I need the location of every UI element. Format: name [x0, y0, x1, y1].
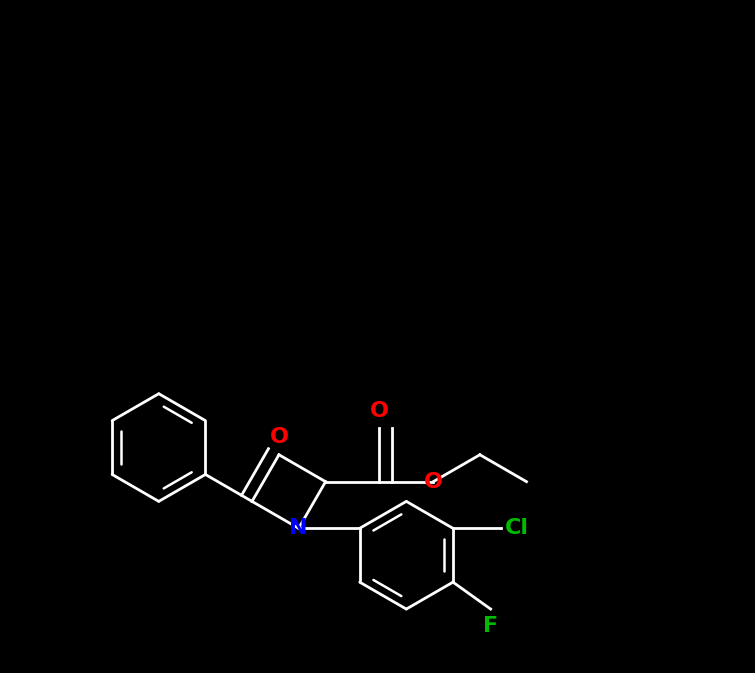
Text: Cl: Cl: [505, 518, 528, 538]
Text: O: O: [424, 472, 442, 492]
Text: N: N: [289, 518, 308, 538]
Text: O: O: [270, 427, 288, 447]
Text: O: O: [370, 401, 389, 421]
Text: F: F: [483, 616, 498, 636]
